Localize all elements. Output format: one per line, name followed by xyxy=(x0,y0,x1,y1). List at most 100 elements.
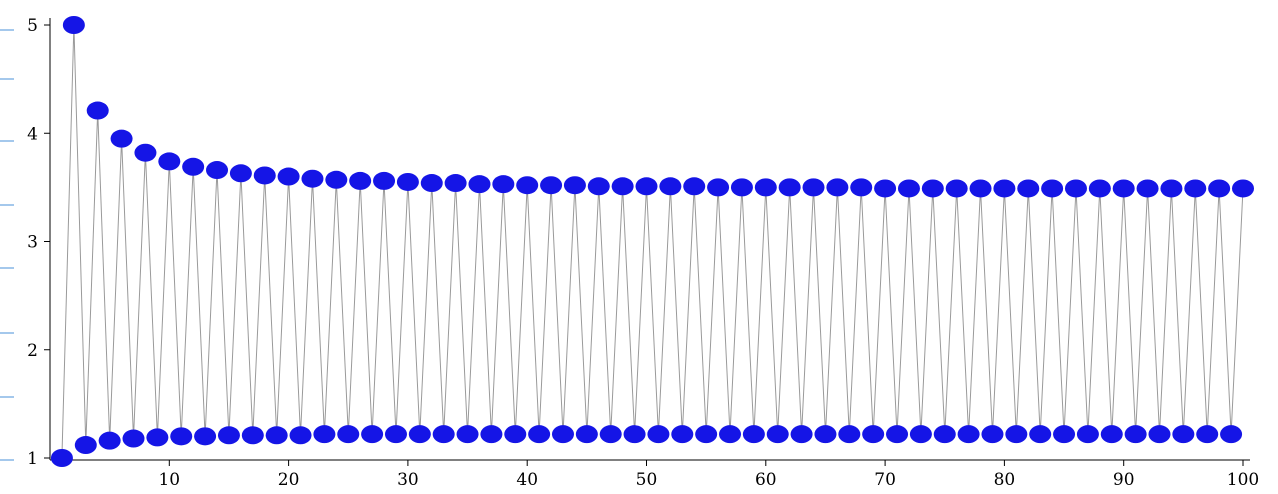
data-point xyxy=(695,425,718,444)
data-point xyxy=(1160,179,1183,198)
data-point xyxy=(253,166,276,185)
data-point xyxy=(886,425,909,444)
data-point xyxy=(217,426,240,445)
data-point xyxy=(1220,425,1243,444)
data-point xyxy=(122,429,145,448)
data-point xyxy=(611,177,634,196)
data-point xyxy=(265,426,288,445)
data-point xyxy=(408,425,431,444)
data-point xyxy=(719,425,742,444)
data-point xyxy=(1017,179,1040,198)
data-point xyxy=(86,101,109,120)
data-point xyxy=(742,425,765,444)
data-point xyxy=(241,426,264,445)
data-point xyxy=(933,425,956,444)
data-point xyxy=(921,179,944,198)
data-point xyxy=(635,177,658,196)
y-ruler-marks xyxy=(0,29,14,461)
data-point xyxy=(480,425,503,444)
data-point xyxy=(337,425,360,444)
data-point xyxy=(838,425,861,444)
data-point xyxy=(1029,425,1052,444)
data-point xyxy=(146,428,169,447)
data-point xyxy=(516,176,539,195)
data-point xyxy=(110,129,133,148)
data-point xyxy=(1064,179,1087,198)
data-point xyxy=(802,178,825,197)
data-point xyxy=(301,169,324,188)
data-point xyxy=(1088,179,1111,198)
data-point xyxy=(384,425,407,444)
y-tick-label: 5 xyxy=(27,16,38,36)
data-point xyxy=(1005,425,1028,444)
data-point xyxy=(492,175,515,194)
x-tick-label: 70 xyxy=(874,470,896,490)
series-line xyxy=(61,24,1244,459)
x-tick-label: 50 xyxy=(636,470,658,490)
data-point xyxy=(969,179,992,198)
data-point xyxy=(563,176,586,195)
x-tick-label: 40 xyxy=(516,470,538,490)
data-point xyxy=(468,175,491,194)
data-point xyxy=(993,179,1016,198)
data-point xyxy=(981,425,1004,444)
y-tick-label: 3 xyxy=(27,233,38,253)
data-point xyxy=(790,425,813,444)
data-point xyxy=(528,425,551,444)
data-point xyxy=(229,164,252,183)
data-point xyxy=(683,177,706,196)
data-point xyxy=(826,178,849,197)
data-point xyxy=(432,425,455,444)
data-point xyxy=(897,179,920,198)
data-point xyxy=(945,179,968,198)
x-tick-label: 10 xyxy=(158,470,180,490)
data-point xyxy=(1053,425,1076,444)
data-point xyxy=(349,171,372,190)
data-point xyxy=(1184,179,1207,198)
data-point xyxy=(874,179,897,198)
y-tick-label: 1 xyxy=(27,449,38,469)
data-point xyxy=(444,174,467,193)
data-point xyxy=(599,425,622,444)
data-point xyxy=(456,425,479,444)
data-point xyxy=(778,178,801,197)
data-point xyxy=(1041,179,1064,198)
data-point xyxy=(587,177,610,196)
x-tick-label: 80 xyxy=(994,470,1016,490)
data-point xyxy=(647,425,670,444)
data-point xyxy=(504,425,527,444)
data-point xyxy=(170,427,193,446)
data-point xyxy=(1100,425,1123,444)
data-point xyxy=(361,425,384,444)
data-point xyxy=(134,143,157,162)
x-tick-label: 20 xyxy=(278,470,300,490)
data-point xyxy=(1208,179,1231,198)
data-point xyxy=(182,157,205,176)
data-point xyxy=(540,176,563,195)
data-point xyxy=(373,171,396,190)
data-point xyxy=(1172,425,1195,444)
data-point xyxy=(575,425,598,444)
data-point xyxy=(862,425,885,444)
data-point xyxy=(754,178,777,197)
data-point xyxy=(1148,425,1171,444)
data-point xyxy=(1232,179,1254,198)
data-point xyxy=(814,425,837,444)
axis-ticks: 10 20 30 40 50 60 70 80 90 100 1 2 3 4 5 xyxy=(27,16,1259,490)
data-point xyxy=(396,172,419,191)
data-point xyxy=(623,425,646,444)
data-point xyxy=(62,16,85,34)
x-tick-label: 100 xyxy=(1227,470,1259,490)
data-point xyxy=(1076,425,1099,444)
data-point xyxy=(671,425,694,444)
x-tick-label: 90 xyxy=(1113,470,1135,490)
data-point xyxy=(420,174,443,193)
data-point xyxy=(1136,179,1159,198)
data-point xyxy=(194,427,217,446)
data-point xyxy=(1112,179,1135,198)
data-point xyxy=(158,152,181,171)
data-point xyxy=(551,425,574,444)
data-point xyxy=(707,178,730,197)
data-point xyxy=(766,425,789,444)
